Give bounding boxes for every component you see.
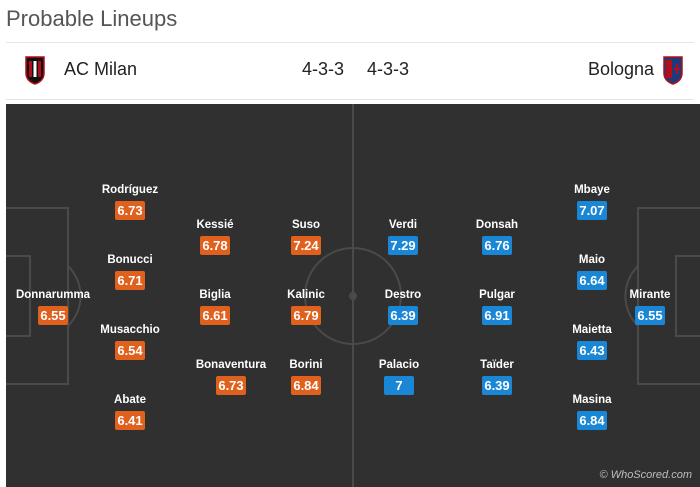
player-rating: 6.84 — [291, 376, 321, 395]
player-rating: 6.43 — [577, 341, 607, 360]
home-player[interactable]: Donnarumma 6.55 — [6, 289, 108, 325]
home-player[interactable]: Abate 6.41 — [75, 394, 185, 430]
away-player[interactable]: Mirante 6.55 — [595, 289, 700, 325]
home-player[interactable]: Musacchio 6.54 — [75, 324, 185, 360]
player-rating: 6.64 — [577, 271, 607, 290]
player-name: Abate — [114, 394, 146, 406]
player-rating: 6.84 — [577, 411, 607, 430]
player-rating: 6.41 — [115, 411, 145, 430]
player-rating: 6.73 — [216, 376, 246, 395]
player-name: Donnarumma — [15, 289, 91, 301]
player-name: Palacio — [378, 359, 420, 371]
away-player[interactable]: Maietta 6.43 — [537, 324, 647, 360]
player-rating: 6.79 — [291, 306, 321, 325]
player-name: Musacchio — [100, 324, 160, 336]
player-rating: 6.39 — [388, 306, 418, 325]
player-name: Donsah — [475, 219, 519, 231]
watermark: © WhoScored.com — [599, 469, 692, 481]
away-player[interactable]: Verdi 7.29 — [348, 219, 458, 255]
player-name: Maio — [578, 254, 606, 266]
player-name: Mbaye — [574, 184, 610, 196]
player-name: Pulgar — [479, 289, 515, 301]
player-rating: 6.61 — [200, 306, 230, 325]
bologna-crest-icon — [663, 56, 683, 85]
player-name: Kessié — [196, 219, 234, 231]
home-player[interactable]: Biglia 6.61 — [160, 289, 270, 325]
home-player[interactable]: Bonucci 6.71 — [75, 254, 185, 290]
player-name: Biglia — [199, 289, 231, 301]
player-rating: 7 — [384, 376, 414, 395]
player-name: Verdi — [388, 219, 418, 231]
ac-milan-crest-icon — [25, 56, 45, 85]
away-player[interactable]: Taïder 6.39 — [442, 359, 552, 395]
player-rating: 6.55 — [38, 306, 68, 325]
player-rating: 6.76 — [482, 236, 512, 255]
player-name: Taïder — [480, 359, 514, 371]
player-rating: 7.24 — [291, 236, 321, 255]
away-player[interactable]: Destro 6.39 — [348, 289, 458, 325]
player-rating: 7.29 — [388, 236, 418, 255]
away-player[interactable]: Donsah 6.76 — [442, 219, 552, 255]
home-player[interactable]: Borini 6.84 — [251, 359, 361, 395]
home-player[interactable]: Kessié 6.78 — [160, 219, 270, 255]
player-rating: 6.78 — [200, 236, 230, 255]
player-rating: 7.07 — [577, 201, 607, 220]
player-name: Mirante — [629, 289, 671, 301]
away-player[interactable]: Masina 6.84 — [537, 394, 647, 430]
home-team-name: AC Milan — [64, 59, 138, 79]
home-player[interactable]: Kalinic 6.79 — [251, 289, 361, 325]
player-rating: 6.71 — [115, 271, 145, 290]
away-player[interactable]: Palacio 7 — [344, 359, 454, 395]
away-player[interactable]: Maio 6.64 — [537, 254, 647, 290]
pitch: Rodríguez 6.73 Bonucci 6.71 Donnarumma 6.55… — [6, 104, 700, 487]
match-header: AC Milan 4-3-3 4-3-3 Bologna — [6, 42, 694, 100]
page-title: Probable Lineups — [6, 6, 178, 31]
player-name: Destro — [384, 289, 422, 301]
player-rating: 6.55 — [635, 306, 665, 325]
player-name: Masina — [572, 394, 612, 406]
player-rating: 6.91 — [482, 306, 512, 325]
player-name: Rodríguez — [101, 184, 159, 196]
player-name: Bonucci — [107, 254, 153, 266]
home-player[interactable]: Rodríguez 6.73 — [75, 184, 185, 220]
player-rating: 6.54 — [115, 341, 145, 360]
player-name: Suso — [291, 219, 321, 231]
player-rating: 6.39 — [482, 376, 512, 395]
player-name: Maietta — [572, 324, 612, 336]
player-name: Bonaventura — [195, 359, 267, 371]
player-name: Kalinic — [287, 289, 325, 301]
player-rating: 6.73 — [115, 201, 145, 220]
away-player[interactable]: Mbaye 7.07 — [537, 184, 647, 220]
away-player[interactable]: Pulgar 6.91 — [442, 289, 552, 325]
away-formation: 4-3-3 — [367, 59, 410, 79]
player-name: Borini — [289, 359, 323, 371]
home-formation: 4-3-3 — [302, 59, 345, 79]
away-team-name: Bologna — [587, 59, 654, 79]
home-player[interactable]: Bonaventura 6.73 — [176, 359, 286, 395]
home-player[interactable]: Suso 7.24 — [251, 219, 361, 255]
